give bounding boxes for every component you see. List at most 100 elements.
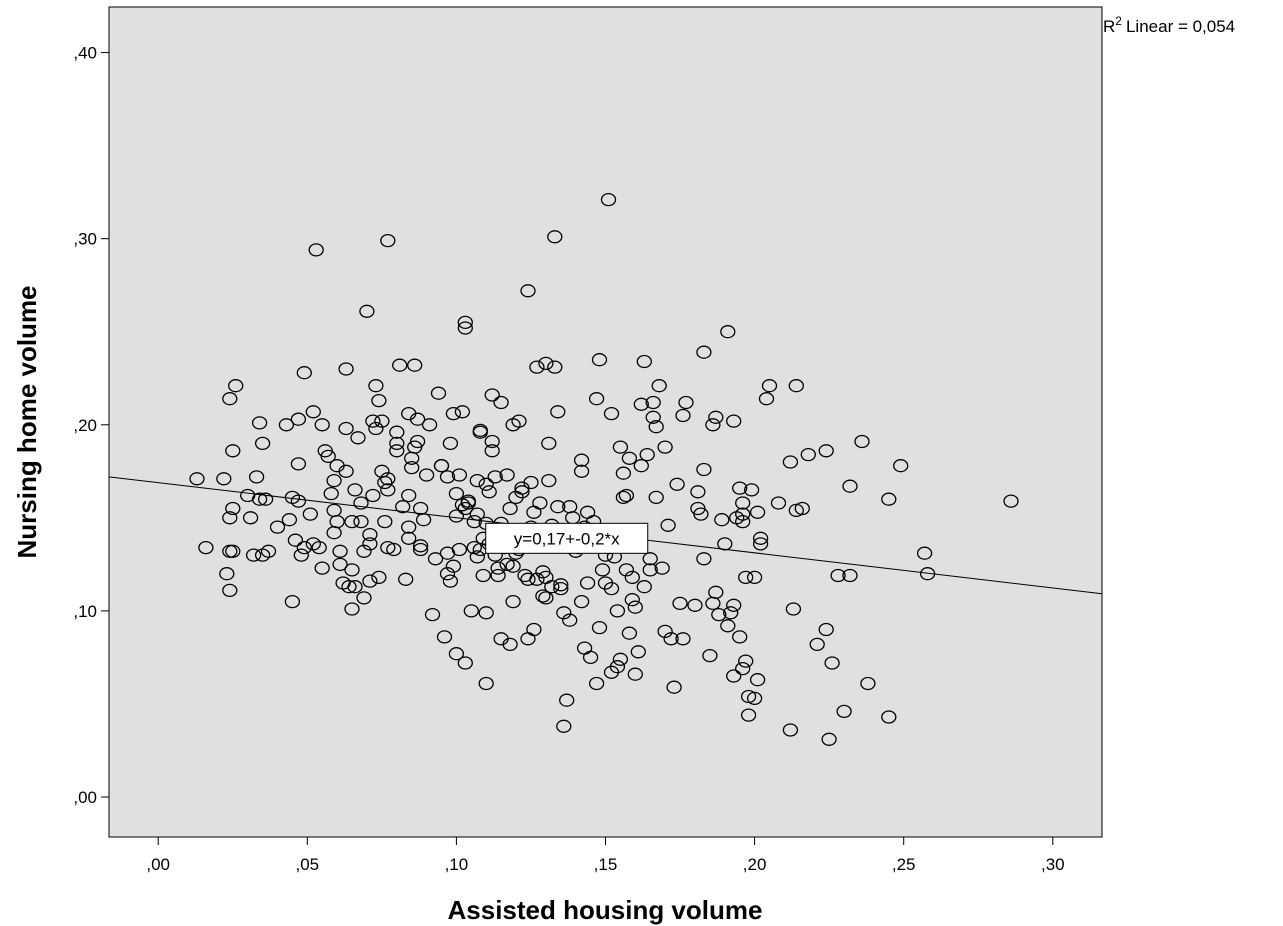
data-point — [708, 585, 724, 599]
data-point — [290, 412, 307, 426]
data-point — [451, 542, 468, 557]
data-point — [466, 514, 482, 529]
data-point — [735, 514, 751, 529]
data-point — [740, 708, 757, 722]
data-point — [615, 490, 632, 505]
data-point — [377, 514, 393, 529]
data-point — [669, 477, 685, 491]
data-point — [573, 464, 590, 478]
data-point — [481, 485, 497, 499]
data-point — [749, 673, 766, 687]
data-point — [401, 488, 417, 503]
data-point — [809, 637, 825, 652]
data-point — [547, 230, 563, 244]
data-point — [696, 345, 712, 359]
data-point — [609, 604, 626, 618]
data-point — [484, 444, 500, 458]
data-point — [690, 485, 706, 499]
data-point — [818, 444, 834, 458]
data-point — [612, 440, 629, 454]
data-point — [445, 559, 462, 573]
data-point — [368, 421, 384, 436]
data-point — [454, 405, 471, 419]
data-point — [362, 574, 378, 588]
plot-area — [108, 6, 1103, 838]
data-point — [818, 622, 834, 637]
data-point — [439, 567, 456, 581]
data-point — [881, 492, 897, 506]
data-point — [618, 563, 635, 577]
data-point — [726, 598, 742, 612]
data-point — [412, 542, 429, 557]
data-point — [389, 444, 405, 458]
data-point — [627, 600, 643, 614]
data-point — [448, 486, 465, 501]
data-point — [433, 459, 450, 473]
data-point — [881, 710, 897, 724]
data-point — [487, 470, 503, 484]
y-tick-label: ,20 — [73, 416, 97, 435]
data-point — [401, 520, 417, 534]
data-point — [714, 513, 730, 527]
data-point — [588, 392, 605, 406]
data-point — [251, 492, 268, 506]
data-point — [636, 354, 652, 369]
data-point — [770, 496, 787, 510]
data-point — [645, 395, 661, 410]
data-point — [475, 568, 491, 583]
data-point — [478, 676, 494, 691]
data-point — [278, 418, 295, 432]
data-point — [457, 656, 473, 670]
data-point — [588, 676, 605, 691]
data-point — [401, 531, 417, 545]
data-point — [916, 546, 933, 560]
data-point — [290, 494, 307, 508]
data-point — [735, 496, 751, 510]
data-point — [412, 539, 429, 553]
data-point — [257, 492, 274, 506]
data-point — [738, 654, 754, 668]
data-point — [314, 561, 330, 575]
data-point — [502, 637, 518, 652]
data-point — [442, 574, 459, 588]
data-point — [624, 570, 640, 585]
data-point — [830, 568, 846, 583]
data-point — [499, 468, 515, 482]
data-point — [675, 632, 691, 646]
r2-prefix: R — [1103, 17, 1115, 36]
data-point — [424, 607, 441, 622]
data-point — [696, 552, 712, 566]
data-point — [559, 693, 575, 707]
data-point — [678, 395, 694, 410]
data-point — [198, 540, 214, 555]
data-point — [392, 358, 408, 372]
data-point — [409, 434, 426, 449]
data-point — [353, 514, 369, 529]
data-point — [735, 507, 751, 521]
data-point — [505, 594, 521, 609]
data-point — [457, 321, 473, 335]
data-point — [362, 527, 378, 542]
x-tick-label: ,00 — [146, 855, 170, 874]
data-point — [651, 379, 667, 393]
data-point — [245, 548, 262, 562]
data-point — [451, 468, 468, 482]
data-point — [735, 661, 751, 676]
data-point — [842, 479, 858, 493]
data-point — [463, 604, 479, 618]
data-point — [603, 406, 620, 421]
data-point — [377, 475, 393, 490]
data-point — [374, 414, 390, 428]
data-point — [341, 580, 357, 594]
data-point — [615, 466, 632, 480]
data-point — [553, 578, 569, 592]
data-point — [484, 434, 500, 449]
data-point — [627, 667, 643, 681]
data-point — [242, 511, 259, 525]
data-point — [478, 606, 494, 620]
data-point — [502, 501, 518, 516]
data-point — [371, 570, 387, 585]
data-point — [717, 537, 733, 551]
data-point — [657, 624, 673, 639]
